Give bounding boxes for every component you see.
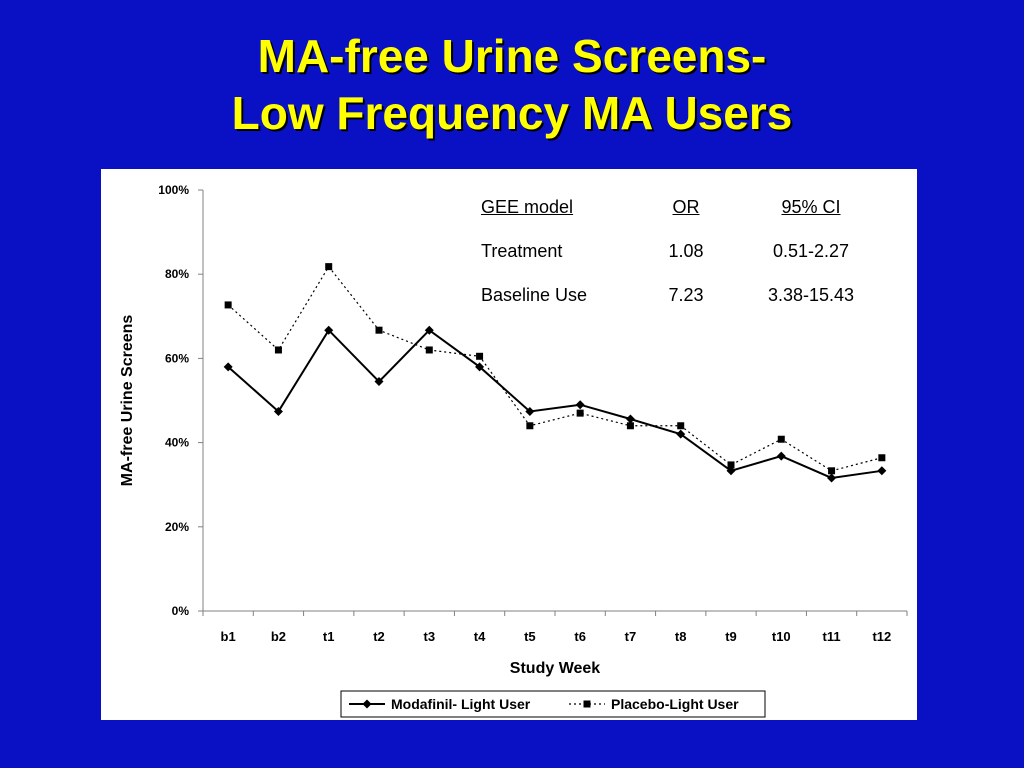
gee-header-ci: 95% CI [781,197,841,217]
legend-marker-modafinil-light-user [362,699,372,709]
gee-table-header-row: GEE model OR 95% CI [481,197,881,241]
data-point-placebo-light-user [828,467,836,475]
legend-label-placebo-light-user: Placebo-Light User [611,696,739,712]
data-point-placebo-light-user [425,346,433,354]
data-point-placebo-light-user [325,263,333,271]
x-tick-label: t1 [323,629,335,644]
gee-cell-or: 7.23 [668,285,704,305]
data-point-modafinil-light-user [877,466,887,476]
x-tick-label: t10 [772,629,791,644]
data-point-modafinil-light-user [676,429,686,439]
x-tick-label: t7 [625,629,637,644]
gee-cell-or: 1.08 [668,241,704,261]
legend-label-modafinil-light-user: Modafinil- Light User [391,696,531,712]
data-point-modafinil-light-user [273,406,283,416]
gee-header-model: GEE model [481,197,574,217]
series-line-placebo-light-user [227,265,883,472]
y-tick-label: 20% [165,520,189,534]
gee-table-row: Treatment 1.08 0.51-2.27 [481,241,881,285]
data-point-modafinil-light-user [525,406,535,416]
x-axis-title: Study Week [510,660,601,677]
slide-title-line-1: MA-free Urine Screens- [257,30,767,82]
data-point-modafinil-light-user [726,466,736,476]
data-point-modafinil-light-user [827,473,837,483]
gee-model-table: GEE model OR 95% CI Treatment 1.08 0.51-… [481,197,881,329]
data-point-placebo-light-user [727,461,735,469]
data-point-modafinil-light-user [776,451,786,461]
x-tick-label: b2 [271,629,286,644]
legend-marker-placebo-light-user [583,700,591,708]
data-point-modafinil-light-user [475,362,485,372]
x-tick-label: t12 [872,629,891,644]
data-point-modafinil-light-user [374,377,384,387]
x-tick-label: t3 [424,629,436,644]
slide-title: MA-free Urine Screens- Low Frequency MA … [0,28,1024,142]
gee-cell-term: Baseline Use [481,285,588,305]
y-tick-label: 0% [172,604,190,618]
y-tick-label: 60% [165,351,189,365]
x-tick-label: t5 [524,629,536,644]
gee-header-or: OR [672,197,700,217]
line-chart: 0% 20% 40% 60% 80% 100% b1 b2 t1 t2 t3 t4 t5 t6 t7 t8 t9… [119,183,908,718]
data-point-placebo-light-user [777,435,785,443]
x-tick-label: t9 [725,629,737,644]
data-point-placebo-light-user [224,301,232,309]
y-tick-label: 100% [158,183,189,197]
data-point-modafinil-light-user [575,400,585,410]
gee-cell-ci: 3.38-15.43 [767,285,855,305]
data-point-placebo-light-user [526,422,534,430]
data-point-placebo-light-user [375,326,383,334]
data-point-placebo-light-user [626,422,634,430]
data-point-modafinil-light-user [223,362,233,372]
data-point-placebo-light-user [677,422,685,430]
gee-cell-ci: 0.51-2.27 [772,241,850,261]
x-tick-label: t2 [373,629,385,644]
x-tick-label: b1 [221,629,236,644]
data-point-modafinil-light-user [424,325,434,335]
data-point-placebo-light-user [576,409,584,417]
y-tick-label: 40% [165,436,189,450]
data-point-placebo-light-user [476,352,484,360]
y-tick-label: 80% [165,267,189,281]
gee-table-row: Baseline Use 7.23 3.38-15.43 [481,285,881,329]
x-tick-label: t11 [823,629,841,644]
series-line-modafinil-light-user [227,328,882,479]
data-point-modafinil-light-user [625,414,635,424]
data-point-modafinil-light-user [324,325,334,335]
x-tick-label: t8 [675,629,687,644]
x-tick-label: t6 [574,629,586,644]
data-point-placebo-light-user [878,454,886,462]
slide-title-line-2: Low Frequency MA Users [231,87,793,139]
x-tick-label: t4 [474,629,486,644]
legend-box [340,690,766,718]
chart-panel: 0% 20% 40% 60% 80% 100% b1 b2 t1 t2 t3 t4 t5 t6 t7 t8 t9… [101,169,917,720]
y-axis-title: MA-free Urine Screens [119,315,136,487]
gee-cell-term: Treatment [481,241,563,261]
data-point-placebo-light-user [274,346,282,354]
